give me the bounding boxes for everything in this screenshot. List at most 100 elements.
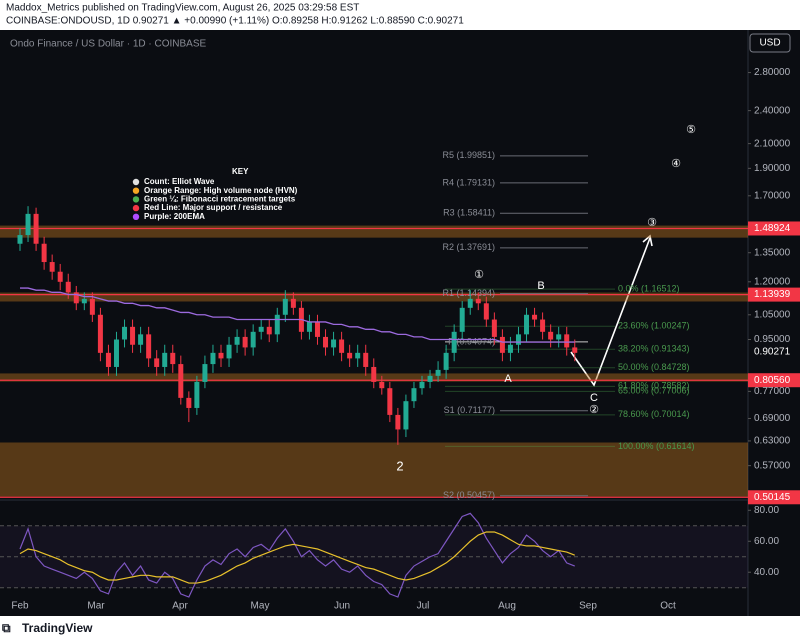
candle-body: [25, 213, 31, 236]
candle-body: [556, 334, 562, 340]
y-tick-label: 0.63000: [754, 436, 791, 447]
rsi-ma: [19, 531, 575, 584]
fib-label: 61.80% (0.78582): [618, 381, 690, 391]
projection-arrow: [570, 237, 651, 387]
wave-label: ⑤: [686, 124, 696, 136]
candle-body: [194, 381, 200, 408]
candle-body: [306, 321, 312, 332]
candle-body: [234, 336, 240, 345]
pivot-label: P (0.94074): [448, 336, 495, 346]
x-tick-label: May: [251, 601, 270, 612]
candle-body: [210, 352, 216, 365]
candle-body: [515, 334, 521, 345]
price-tag: 1.48924: [754, 223, 791, 234]
wave-label: 2: [396, 458, 403, 473]
hvn-zone: [0, 292, 748, 302]
key-item: Orange Range: High volume node (HVN): [144, 186, 298, 195]
price-tag: 0.50145: [754, 492, 791, 503]
header-line1: Maddox_Metrics published on TradingView.…: [6, 3, 359, 14]
candle-body: [548, 331, 554, 340]
fib-label: 0.0% (1.16512): [618, 283, 680, 293]
key-item: Green ¼: Fibonacci retracement targets: [144, 195, 296, 204]
candle-body: [524, 314, 530, 335]
candle-body: [314, 321, 320, 337]
pivot-label: R5 (1.99851): [442, 150, 495, 160]
candle-body: [178, 364, 184, 398]
candle-body: [186, 397, 192, 408]
key-dot: [132, 178, 140, 186]
candle-body: [89, 298, 95, 315]
candle-body: [73, 292, 79, 304]
candle-body: [483, 303, 489, 320]
candle-body: [97, 314, 103, 353]
last-price: 0.90271: [754, 347, 791, 358]
candle-body: [242, 336, 248, 348]
pivot-label: R2 (1.37691): [442, 242, 495, 252]
pivot-label: R3 (1.58411): [443, 208, 495, 218]
y-tick-label: 0.57000: [754, 460, 791, 471]
candle-body: [475, 298, 481, 304]
candle-body: [105, 352, 111, 367]
candle-body: [258, 326, 264, 332]
candle-body: [355, 352, 361, 359]
fib-label: 23.60% (1.00247): [618, 321, 690, 331]
y-tick-label: 0.69000: [754, 413, 791, 424]
candle-body: [162, 352, 168, 367]
wave-label: A: [504, 373, 512, 385]
candle-body: [146, 334, 152, 359]
pivot-label: S2 (0.50457): [443, 490, 495, 500]
candle-body: [274, 314, 280, 335]
fib-label: 50.00% (0.84728): [618, 362, 690, 372]
rsi-tick-label: 60.00: [754, 536, 779, 547]
fib-label: 100.00% (0.61614): [618, 441, 695, 451]
price-tag-bg: [748, 373, 800, 388]
y-tick-label: 2.10000: [754, 138, 791, 149]
x-tick-label: Jun: [334, 601, 350, 612]
price-tag-bg: [748, 490, 800, 505]
fib-label: 65.00% (0.77006): [618, 386, 690, 396]
candle-body: [427, 375, 433, 382]
wave-label: ①: [474, 269, 484, 281]
key-dot: [132, 187, 140, 194]
ema-line: [20, 287, 575, 343]
candle-body: [65, 281, 71, 293]
candle-body: [507, 344, 513, 353]
candle-body: [218, 352, 224, 359]
key-title: KEY: [232, 167, 249, 176]
key-dot: [132, 213, 140, 220]
footer-logo: ⧉: [2, 621, 11, 635]
candle-body: [130, 326, 136, 345]
price-tag-bg: [748, 221, 800, 236]
rsi-tick-label: 40.00: [754, 567, 779, 578]
rsi-tick-label: 80.00: [754, 505, 779, 516]
x-tick-label: Oct: [660, 601, 676, 612]
candle-body: [226, 344, 232, 359]
candle-body: [572, 347, 578, 353]
candle-body: [282, 298, 288, 315]
x-tick-label: Aug: [498, 601, 516, 612]
x-tick-label: Sep: [579, 601, 597, 612]
fib-label: 38.20% (0.91343): [618, 344, 690, 354]
hvn-zone: [0, 225, 748, 238]
candle-body: [113, 339, 119, 367]
y-tick-label: 1.70000: [754, 190, 791, 201]
candle-body: [33, 213, 39, 244]
key-dot: [132, 204, 140, 212]
x-tick-label: Jul: [417, 601, 430, 612]
wave-label: ④: [671, 158, 681, 170]
candle-body: [379, 381, 385, 389]
footer: TradingView: [22, 621, 93, 635]
pivot-label: S1 (0.71177): [444, 405, 495, 415]
candle-body: [339, 339, 345, 353]
candle-body: [81, 298, 87, 304]
candle-body: [323, 336, 329, 348]
candle-body: [371, 366, 377, 382]
wave-label: C: [590, 392, 598, 404]
x-tick-label: Apr: [172, 601, 188, 612]
candle-body: [138, 334, 144, 345]
candle-body: [491, 319, 497, 337]
candle-body: [331, 339, 337, 348]
candle-body: [250, 331, 256, 348]
